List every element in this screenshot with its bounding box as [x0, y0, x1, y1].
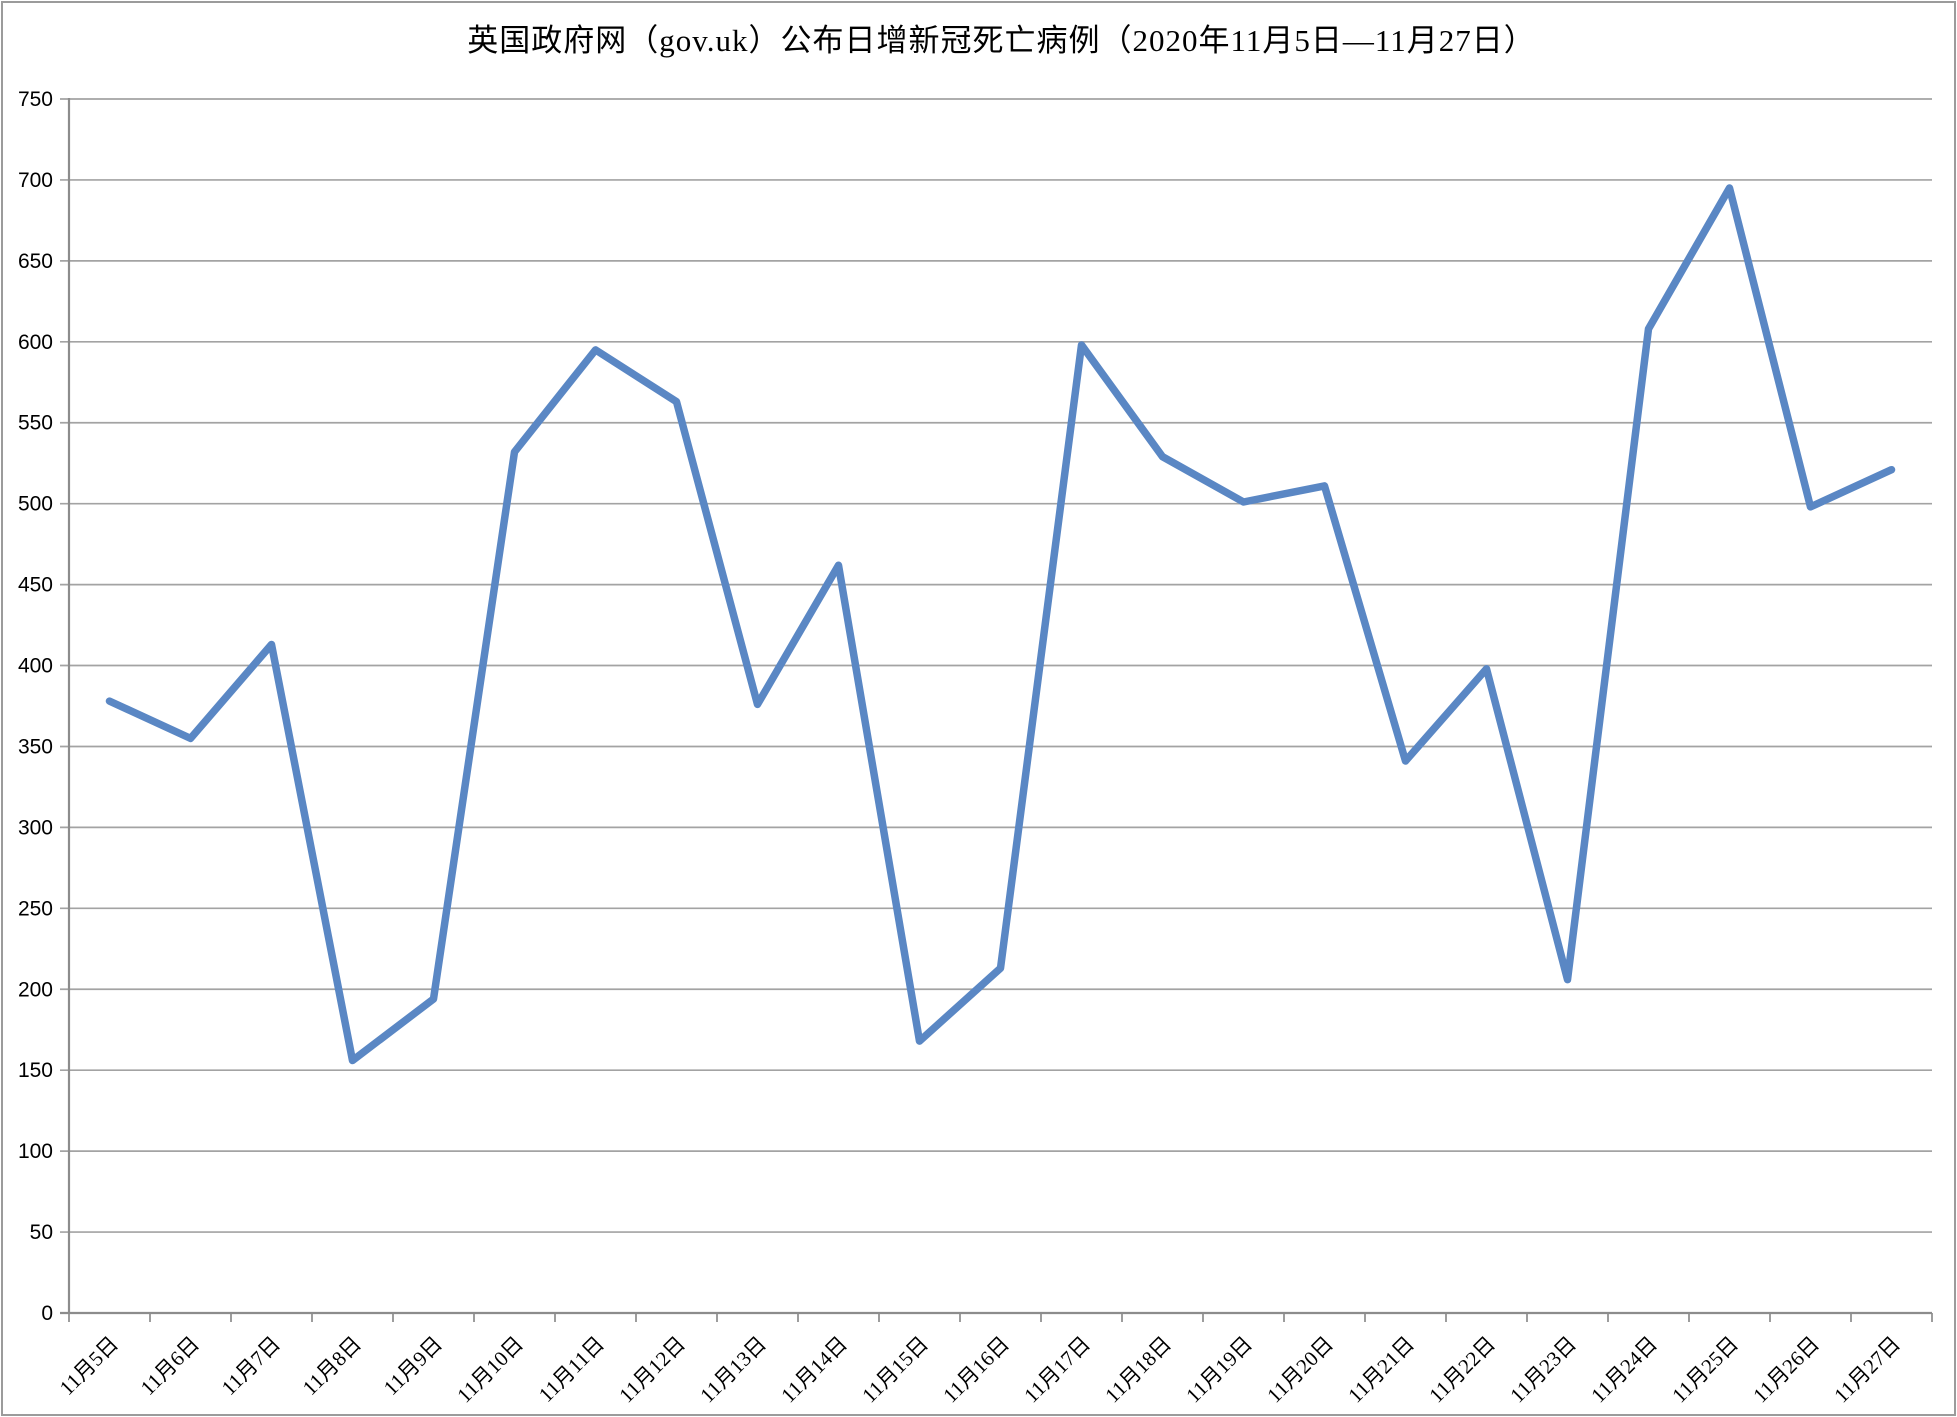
- y-tick-label: 200: [18, 978, 53, 1001]
- y-tick-label: 500: [18, 493, 53, 516]
- x-axis-label: 11月24日: [1586, 1332, 1662, 1408]
- y-tick-label: 250: [18, 897, 53, 920]
- x-axis-label: 11月17日: [1019, 1332, 1095, 1408]
- x-axis-label: 11月21日: [1343, 1332, 1419, 1408]
- y-tick-label: 350: [18, 735, 53, 758]
- x-axis-label: 11月22日: [1424, 1332, 1500, 1408]
- x-axis-label: 11月19日: [1181, 1332, 1257, 1408]
- x-axis-label: 11月14日: [776, 1332, 852, 1408]
- y-tick-label: 150: [18, 1059, 53, 1082]
- x-axis-label: 11月12日: [614, 1332, 690, 1408]
- y-tick-label: 400: [18, 655, 53, 678]
- y-tick-label: 550: [18, 412, 53, 435]
- x-axis-label: 11月23日: [1505, 1332, 1581, 1408]
- x-axis-label: 11月9日: [379, 1332, 447, 1400]
- y-tick-label: 600: [18, 331, 53, 354]
- x-axis-label: 11月10日: [452, 1332, 528, 1408]
- data-series-line: [105, 184, 1896, 1065]
- x-axis-label: 11月18日: [1100, 1332, 1176, 1408]
- y-tick-label: 300: [18, 816, 53, 839]
- x-axis-label: 11月8日: [298, 1332, 366, 1400]
- x-axis-label: 11月25日: [1667, 1332, 1743, 1408]
- x-axis-label: 11月13日: [695, 1332, 771, 1408]
- y-tick-label: 750: [18, 88, 53, 111]
- y-tick-label: 450: [18, 574, 53, 597]
- x-axis-label: 11月20日: [1262, 1332, 1338, 1408]
- line-chart: 0 50 100 150 200 250 300 350 400 450 500 550 600 650 7…: [18, 88, 1933, 1408]
- x-axis-label: 11月5日: [55, 1332, 123, 1400]
- x-axis-label: 11月27日: [1829, 1332, 1905, 1408]
- x-axis-label: 11月11日: [534, 1332, 609, 1407]
- y-tick-label: 100: [18, 1140, 53, 1163]
- y-tick-label: 0: [41, 1302, 53, 1325]
- x-axis-label: 11月6日: [136, 1332, 204, 1400]
- x-axis-label: 11月16日: [938, 1332, 1014, 1408]
- y-tick-label: 50: [30, 1221, 53, 1244]
- y-tick-label: 650: [18, 250, 53, 273]
- y-tick-label: 700: [18, 169, 53, 192]
- x-axis-label: 11月7日: [217, 1332, 285, 1400]
- x-axis-label: 11月26日: [1748, 1332, 1824, 1408]
- x-axis-label: 11月15日: [857, 1332, 933, 1408]
- chart-title: 英国政府网（gov.uk）公布日增新冠死亡病例（2020年11月5日—11月27…: [467, 23, 1536, 58]
